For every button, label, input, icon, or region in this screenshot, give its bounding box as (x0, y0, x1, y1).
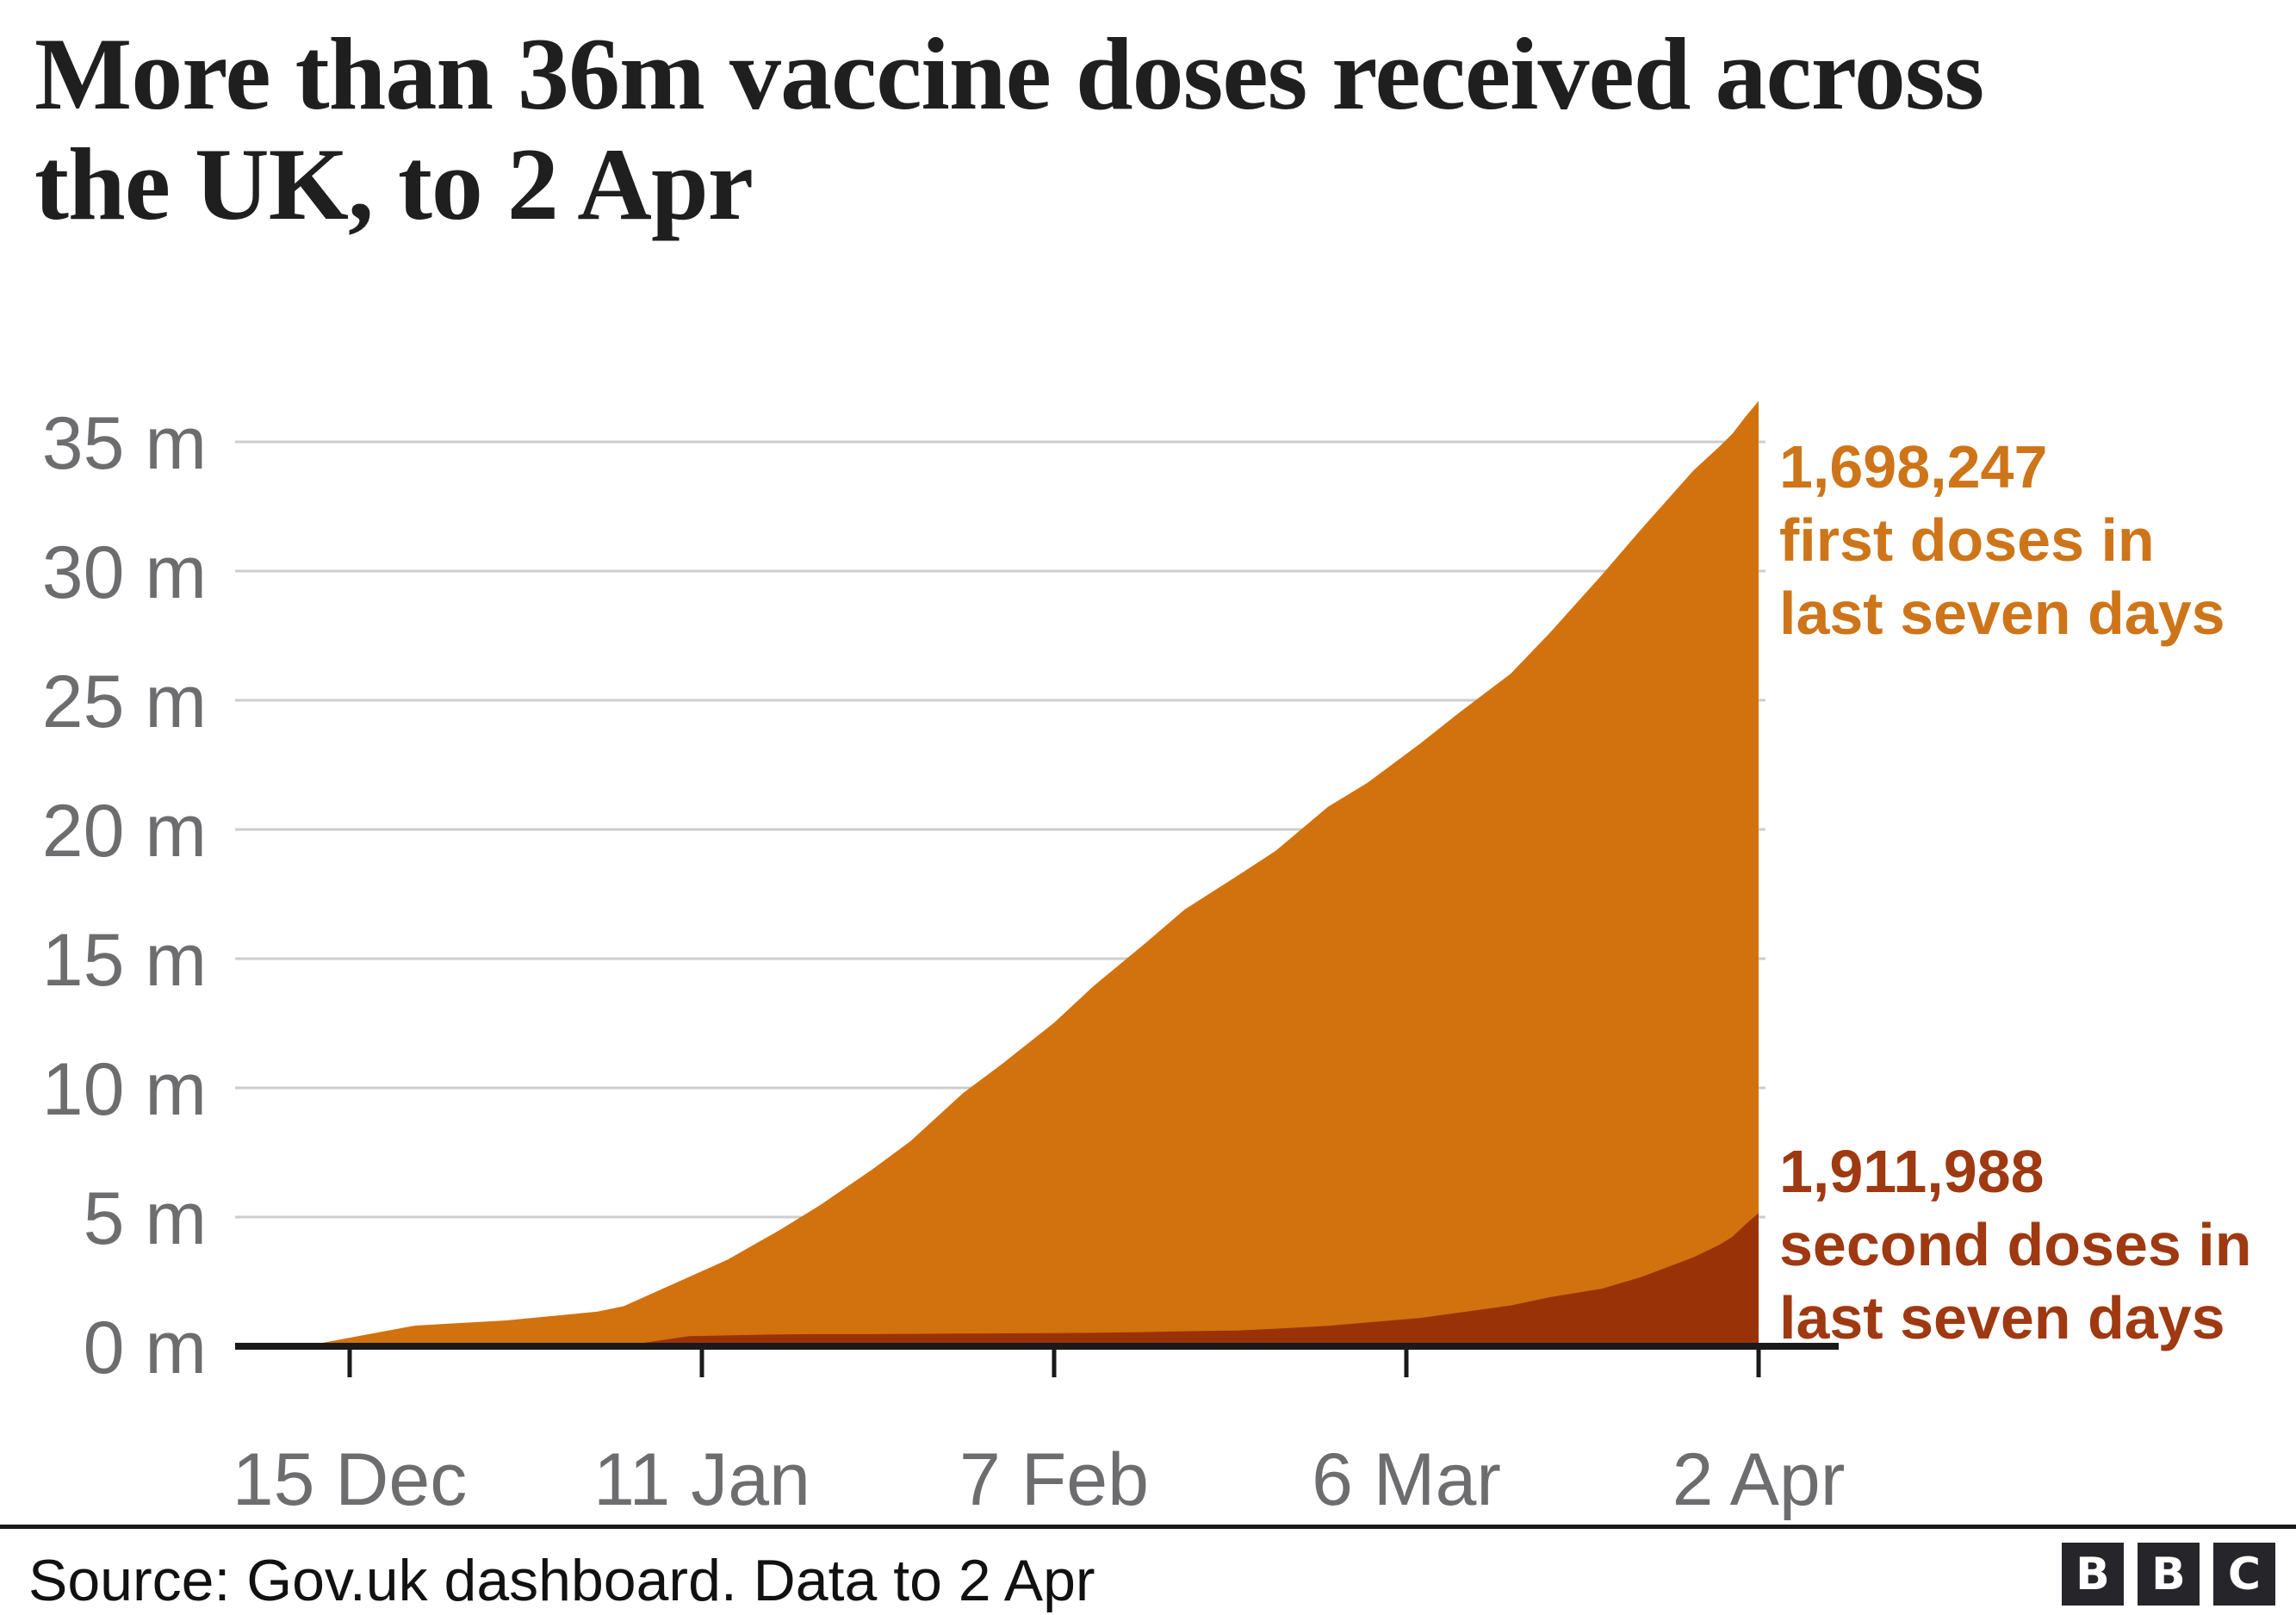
first-doses-label-line: last seven days (1779, 580, 2225, 647)
x-axis-label: 6 Mar (1312, 1438, 1501, 1521)
x-axis-label: 11 Jan (593, 1438, 810, 1521)
y-axis-label: 30 m (42, 531, 207, 614)
x-axis-label: 15 Dec (233, 1438, 468, 1521)
second-doses-area (323, 1213, 1759, 1346)
x-axis-line (235, 1343, 1839, 1350)
source-caption: Source: Gov.uk dashboard. Data to 2 Apr (28, 1548, 1095, 1613)
y-axis-label: 0 m (84, 1307, 207, 1389)
bbc-logo-letter: B (2062, 1543, 2124, 1606)
y-axis-label: 20 m (42, 790, 207, 873)
first-doses-label-line: first doses in (1779, 506, 2155, 574)
second-doses-annotation: 1,911,988 second doses in last seven day… (1779, 1135, 2296, 1355)
y-axis-label: 10 m (42, 1048, 207, 1131)
x-axis-label: 2 Apr (1672, 1438, 1846, 1521)
first-doses-annotation: 1,698,247 first doses in last seven days (1779, 431, 2296, 650)
bbc-logo: B B C (2062, 1543, 2275, 1606)
first-doses-area (323, 401, 1759, 1347)
y-axis-label: 25 m (42, 661, 207, 743)
second-doses-label-line: last seven days (1779, 1284, 2225, 1351)
second-doses-label-line: second doses in (1779, 1211, 2252, 1278)
first-doses-value: 1,698,247 (1779, 433, 2048, 500)
bbc-logo-letter: B (2138, 1543, 2200, 1606)
title-line-2: the UK, to 2 Apr (34, 127, 754, 241)
title-line-1: More than 36m vaccine doses received acr… (34, 16, 1984, 131)
footer-divider (0, 1525, 2296, 1529)
page-title: More than 36m vaccine doses received acr… (34, 19, 2274, 239)
second-doses-value: 1,911,988 (1779, 1138, 2045, 1205)
x-axis-label: 7 Feb (959, 1438, 1149, 1521)
bbc-logo-letter: C (2213, 1543, 2275, 1606)
y-axis-label: 35 m (42, 402, 207, 485)
y-axis-label: 5 m (84, 1177, 207, 1260)
y-axis-label: 15 m (42, 919, 207, 1002)
